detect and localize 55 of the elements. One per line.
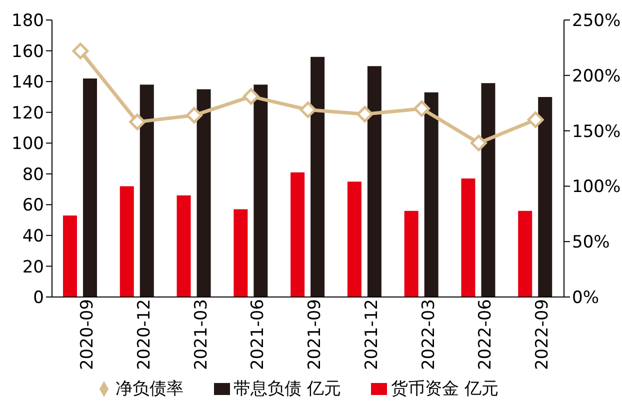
point bbox=[527, 111, 544, 128]
point bbox=[242, 88, 260, 105]
bar bbox=[254, 84, 268, 297]
y-tick-label: 140 bbox=[12, 72, 44, 93]
point bbox=[414, 100, 430, 117]
bar bbox=[196, 89, 211, 297]
point bbox=[300, 102, 316, 118]
bar bbox=[404, 210, 418, 297]
bar bbox=[63, 215, 77, 297]
bar bbox=[83, 78, 97, 297]
bar bbox=[367, 66, 382, 297]
y2-tick-label: 250% bbox=[572, 11, 621, 32]
bar bbox=[234, 209, 248, 297]
point bbox=[186, 107, 202, 124]
x-tick-label: 2021-09 bbox=[305, 299, 326, 370]
bar bbox=[538, 96, 552, 297]
x-tick-label: 2021-12 bbox=[362, 299, 382, 370]
y-tick-label: 0 bbox=[33, 288, 44, 308]
y-tick-label: 60 bbox=[22, 196, 44, 216]
bar bbox=[424, 92, 438, 297]
bar bbox=[310, 56, 325, 297]
y-tick-label: 180 bbox=[12, 11, 44, 32]
x-tick-label: 2022-09 bbox=[532, 299, 553, 370]
x-tick-label: 2022-03 bbox=[418, 299, 439, 370]
y2-tick-label: 100% bbox=[572, 177, 621, 198]
point bbox=[72, 42, 89, 60]
x-tick-label: 2020-12 bbox=[134, 299, 154, 370]
legend-label: 带息负债 亿元 bbox=[234, 379, 341, 399]
y-tick-label: 160 bbox=[12, 42, 44, 62]
bar bbox=[120, 186, 134, 297]
x-tick-label: 2022-06 bbox=[476, 299, 496, 370]
y2-tick-label: 0% bbox=[572, 288, 599, 308]
x-tick-label: 2020-09 bbox=[78, 299, 98, 370]
y-tick-label: 100 bbox=[12, 134, 44, 154]
bar bbox=[140, 84, 154, 297]
y-tick-label: 40 bbox=[22, 226, 44, 246]
y-tick-label: 120 bbox=[12, 103, 44, 124]
legend-label: 净负债率 bbox=[116, 379, 184, 399]
legend-label: 货币资金 亿元 bbox=[391, 379, 498, 399]
y2-tick-label: 150% bbox=[572, 122, 621, 142]
x-tick-label: 2021-03 bbox=[191, 299, 212, 370]
bar bbox=[176, 195, 191, 297]
bar bbox=[290, 172, 305, 297]
bar bbox=[518, 210, 532, 297]
bar bbox=[481, 83, 496, 297]
point bbox=[470, 134, 487, 152]
bar bbox=[347, 182, 362, 297]
bar bbox=[461, 178, 476, 297]
x-tick-label: 2021-06 bbox=[248, 299, 268, 370]
point bbox=[356, 106, 374, 122]
y-tick-label: 80 bbox=[22, 164, 44, 185]
y-tick-label: 20 bbox=[22, 257, 44, 278]
y2-tick-label: 200% bbox=[572, 66, 621, 86]
y2-tick-label: 50% bbox=[572, 232, 610, 253]
point bbox=[129, 114, 146, 130]
